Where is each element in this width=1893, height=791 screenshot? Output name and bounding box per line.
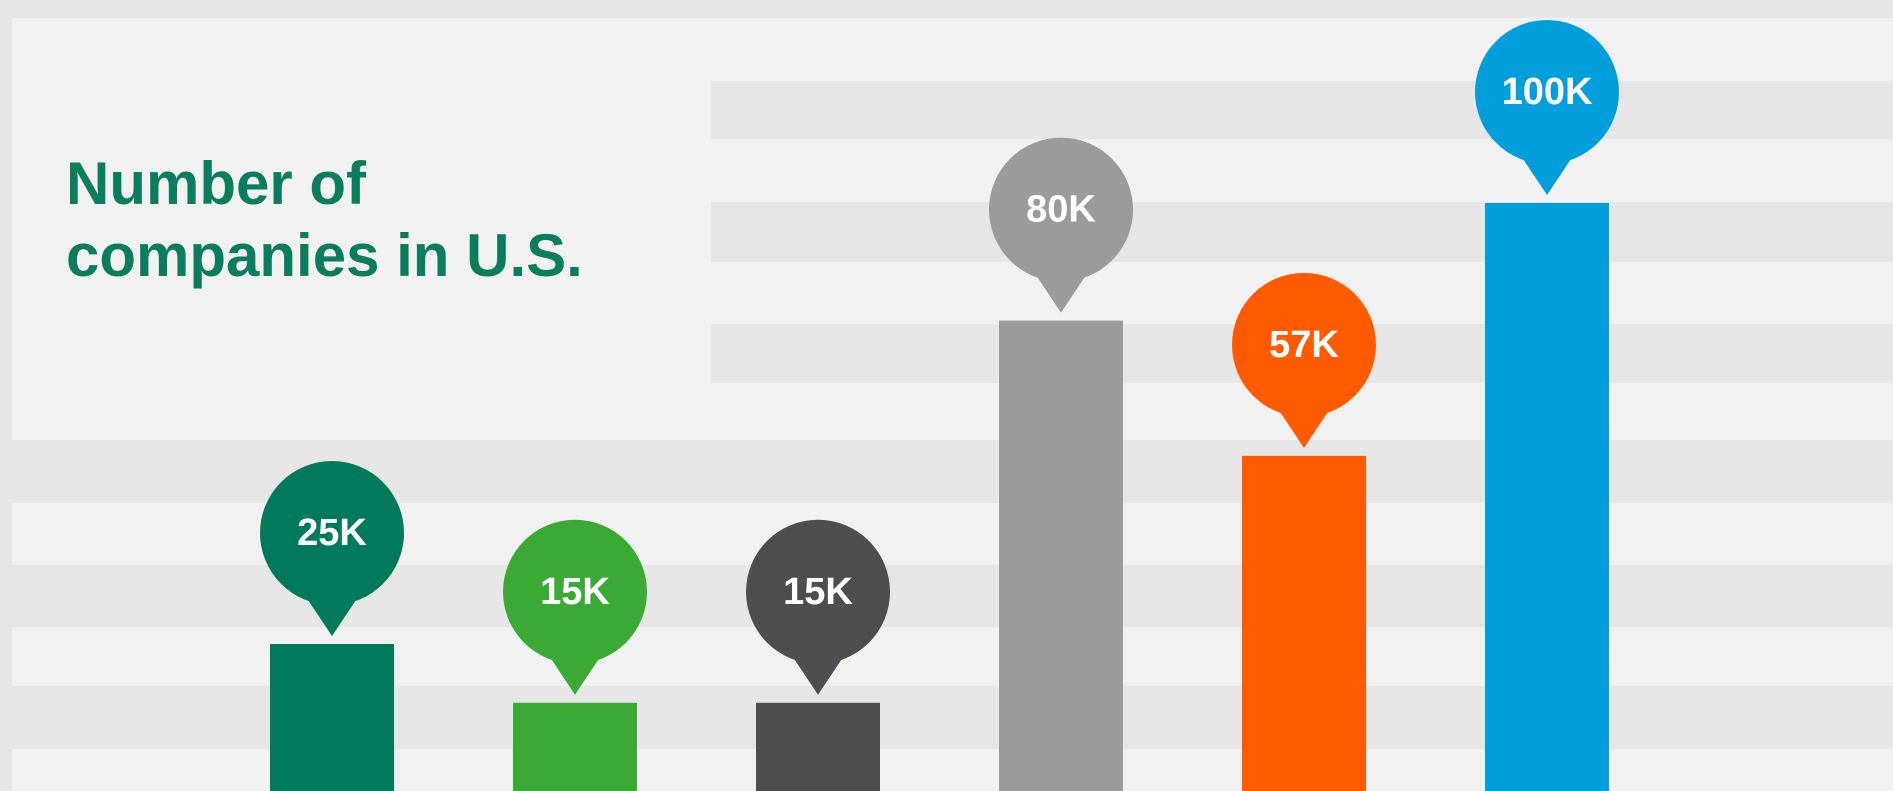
label-bubble: [1232, 272, 1376, 417]
value-label: 15K: [783, 571, 853, 613]
stripe: [711, 81, 1893, 139]
bar: [270, 644, 394, 791]
bar: [999, 320, 1123, 791]
label-pin: [306, 597, 358, 636]
label-bubble: [503, 519, 647, 664]
value-label: 15K: [540, 571, 610, 613]
bar: [513, 702, 637, 791]
value-label: 57K: [1269, 324, 1339, 366]
label-bubble: [989, 137, 1133, 282]
label-bubble: [746, 519, 890, 664]
label-bubble: [1475, 20, 1619, 164]
value-label: 100K: [1502, 71, 1593, 113]
value-label: 25K: [297, 512, 367, 554]
value-label: 80K: [1026, 189, 1096, 231]
label-pin: [1035, 273, 1087, 313]
label-pin: [1278, 408, 1330, 448]
label-bubble: [260, 461, 404, 605]
label-pin: [549, 655, 601, 695]
bar: [1485, 203, 1609, 791]
bar: [1242, 455, 1366, 791]
bar: [756, 702, 880, 791]
label-pin: [792, 655, 844, 695]
label-pin: [1521, 156, 1573, 195]
stripe: [711, 202, 1893, 262]
chart-title: Number of companies in U.S.: [66, 150, 583, 289]
